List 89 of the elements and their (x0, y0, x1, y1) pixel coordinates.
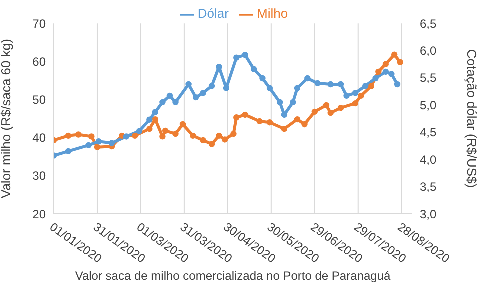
point (180, 121, 186, 128)
point (152, 109, 159, 116)
point (266, 119, 274, 126)
y-tick-label: 40 (32, 131, 46, 146)
point (65, 148, 72, 155)
y-axis-title: Valor milho (R$/saca 60 kg) (0, 39, 14, 198)
point (294, 85, 301, 92)
point (260, 75, 266, 82)
point (192, 94, 200, 101)
point (277, 99, 284, 106)
point (172, 130, 179, 138)
point (230, 130, 237, 138)
point (358, 92, 364, 100)
point (222, 136, 228, 143)
point (96, 138, 102, 145)
point (266, 85, 274, 92)
point (65, 132, 72, 140)
point (328, 110, 334, 116)
y2-axis-title: Cotação dólar (R$/US$) (464, 49, 480, 188)
point (86, 142, 92, 149)
point (162, 128, 169, 134)
point (392, 52, 398, 58)
point (362, 83, 369, 90)
point (328, 81, 334, 88)
y-tick-label: 50 (32, 93, 46, 107)
y2-tick-label: 4,0 (420, 152, 438, 167)
point (382, 61, 390, 68)
point (314, 80, 321, 87)
point (294, 116, 301, 123)
point (216, 132, 222, 140)
point (172, 99, 179, 106)
point (160, 99, 166, 106)
point (94, 144, 101, 150)
point (352, 100, 359, 107)
point (242, 52, 248, 58)
y2-tick-label: 3,0 (420, 207, 438, 222)
y2-tick-label: 6,5 (420, 16, 438, 31)
y-tick-label: 30 (32, 169, 46, 184)
point (376, 68, 382, 76)
point (208, 141, 216, 148)
point (146, 116, 153, 123)
point (397, 59, 404, 66)
point (208, 83, 216, 90)
point (123, 134, 130, 140)
y2-tick-label: 4,5 (420, 126, 438, 140)
y-tick-label: 70 (32, 16, 46, 31)
point (146, 126, 153, 132)
legend-label: Dólar (198, 6, 229, 21)
point (302, 121, 308, 128)
point (200, 137, 206, 144)
point (290, 99, 296, 106)
point (88, 134, 95, 140)
point (234, 114, 240, 121)
y2-tick-label: 6,0 (420, 44, 438, 58)
point (338, 105, 344, 112)
point (281, 112, 288, 118)
point (256, 118, 263, 125)
y2-tick-label: 5,5 (420, 71, 438, 86)
y-tick-label: 60 (32, 54, 46, 69)
y-tick-label: 20 (32, 207, 46, 222)
point (281, 126, 288, 132)
point (368, 83, 375, 90)
y2-tick-label: 5,0 (420, 98, 438, 112)
point (344, 92, 350, 100)
point (304, 75, 311, 82)
point (200, 90, 206, 96)
point (132, 132, 138, 140)
point (136, 128, 143, 134)
point (388, 71, 395, 78)
point (234, 54, 240, 61)
point (223, 85, 230, 92)
point (338, 81, 344, 88)
point (394, 81, 401, 88)
point (76, 132, 82, 138)
point (250, 66, 258, 72)
y2-tick-label: 3,5 (420, 180, 438, 194)
point (372, 75, 379, 82)
point (382, 68, 390, 76)
point (323, 102, 330, 109)
point (216, 64, 222, 70)
point (352, 90, 359, 96)
point (312, 108, 318, 116)
point (190, 132, 196, 140)
point (108, 140, 116, 146)
point (166, 92, 174, 100)
point (186, 81, 192, 88)
point (242, 112, 248, 118)
legend-label: Milho (257, 6, 288, 21)
x-axis-title: Valor saca de milho comercializada no Porto de Paranaguá (75, 269, 391, 283)
